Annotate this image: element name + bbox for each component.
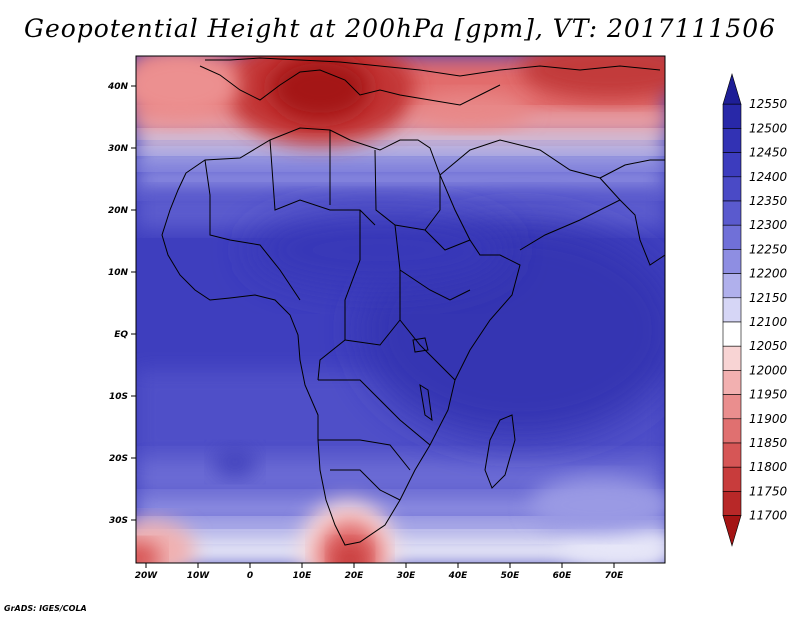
lat-label-eq: EQ bbox=[114, 330, 128, 340]
colorbar-label: 11850 bbox=[749, 436, 788, 450]
colorbar-label: 12300 bbox=[749, 218, 788, 232]
lon-label-70e: 70E bbox=[605, 571, 625, 581]
colorbar-swatch bbox=[722, 200, 742, 226]
colorbar-swatch bbox=[722, 72, 742, 105]
colorbar-label: 12350 bbox=[749, 194, 788, 208]
lat-label-30n: 30N bbox=[108, 144, 129, 154]
colorbar-swatch bbox=[722, 345, 742, 371]
lat-label-40n: 40N bbox=[107, 82, 129, 92]
lon-label-30e: 30E bbox=[397, 571, 417, 581]
colorbar-label: 12500 bbox=[749, 121, 788, 135]
lat-label-10s: 10S bbox=[109, 392, 128, 402]
colorbar-swatch bbox=[722, 321, 742, 347]
map-title: Geopotential Height at 200hPa [gpm], VT:… bbox=[23, 14, 777, 43]
colorbar-swatch bbox=[722, 418, 742, 444]
lon-label-50e: 50E bbox=[501, 571, 521, 581]
colorbar-label: 11700 bbox=[749, 509, 788, 523]
colorbar-swatch bbox=[722, 128, 742, 153]
colorbar-label: 11900 bbox=[749, 412, 788, 426]
colorbar-label: 12000 bbox=[749, 363, 788, 377]
lon-label-60e: 60E bbox=[553, 571, 573, 581]
colorbar-swatch bbox=[722, 224, 742, 250]
colorbar-swatch bbox=[722, 103, 742, 129]
colorbar-swatch bbox=[722, 273, 742, 299]
colorbar-swatch bbox=[722, 152, 742, 178]
colorbar-swatch bbox=[722, 466, 742, 492]
lat-label-20n: 20N bbox=[108, 206, 129, 216]
lon-label-0: 0 bbox=[247, 571, 253, 581]
colorbar-label: 12400 bbox=[749, 170, 788, 184]
lat-label-10n: 10N bbox=[108, 268, 129, 278]
colorbar-swatch bbox=[722, 176, 742, 202]
colorbar-swatch bbox=[722, 249, 742, 274]
colorbar-label: 12450 bbox=[749, 146, 788, 160]
colorbar-swatch bbox=[722, 394, 742, 420]
colorbar-label: 12250 bbox=[749, 242, 788, 256]
colorbar-swatch bbox=[722, 297, 742, 323]
lat-label-20s: 20S bbox=[109, 454, 128, 464]
colorbar-swatch bbox=[722, 442, 742, 468]
colorbar-swatch bbox=[722, 491, 742, 516]
lat-label-30s: 30S bbox=[109, 516, 128, 526]
height-field bbox=[136, 56, 665, 563]
colorbar-label: 12150 bbox=[749, 291, 788, 305]
colorbar-swatch bbox=[722, 515, 742, 547]
colorbar-label: 12100 bbox=[749, 315, 788, 329]
coastlines bbox=[161, 57, 665, 546]
grads-credit: GrADS: IGES/COLA bbox=[4, 604, 87, 613]
lon-label-10w: 10W bbox=[187, 571, 211, 581]
lon-label-20w: 20W bbox=[135, 571, 159, 581]
colorbar: 12550 12500 12450 12400 12350 12300 12250 12200… bbox=[722, 72, 788, 547]
colorbar-label: 12550 bbox=[749, 97, 788, 111]
colorbar-label: 12200 bbox=[749, 267, 788, 281]
colorbar-label: 12050 bbox=[749, 339, 788, 353]
lon-label-20e: 20E bbox=[345, 571, 365, 581]
lon-axis: 20W 10W 0 10E 20E 30E 40E 50E 60E 70E bbox=[135, 563, 624, 581]
plot-frame bbox=[135, 55, 666, 564]
colorbar-label: 11750 bbox=[749, 484, 788, 498]
lon-label-10e: 10E bbox=[293, 571, 313, 581]
colorbar-swatch bbox=[722, 370, 742, 395]
colorbar-label: 11950 bbox=[749, 388, 788, 402]
lat-axis: 40N 30N 20N 10N EQ 10S 20S 30S bbox=[107, 82, 136, 526]
lon-label-40e: 40E bbox=[448, 571, 469, 581]
colorbar-label: 11800 bbox=[749, 460, 788, 474]
